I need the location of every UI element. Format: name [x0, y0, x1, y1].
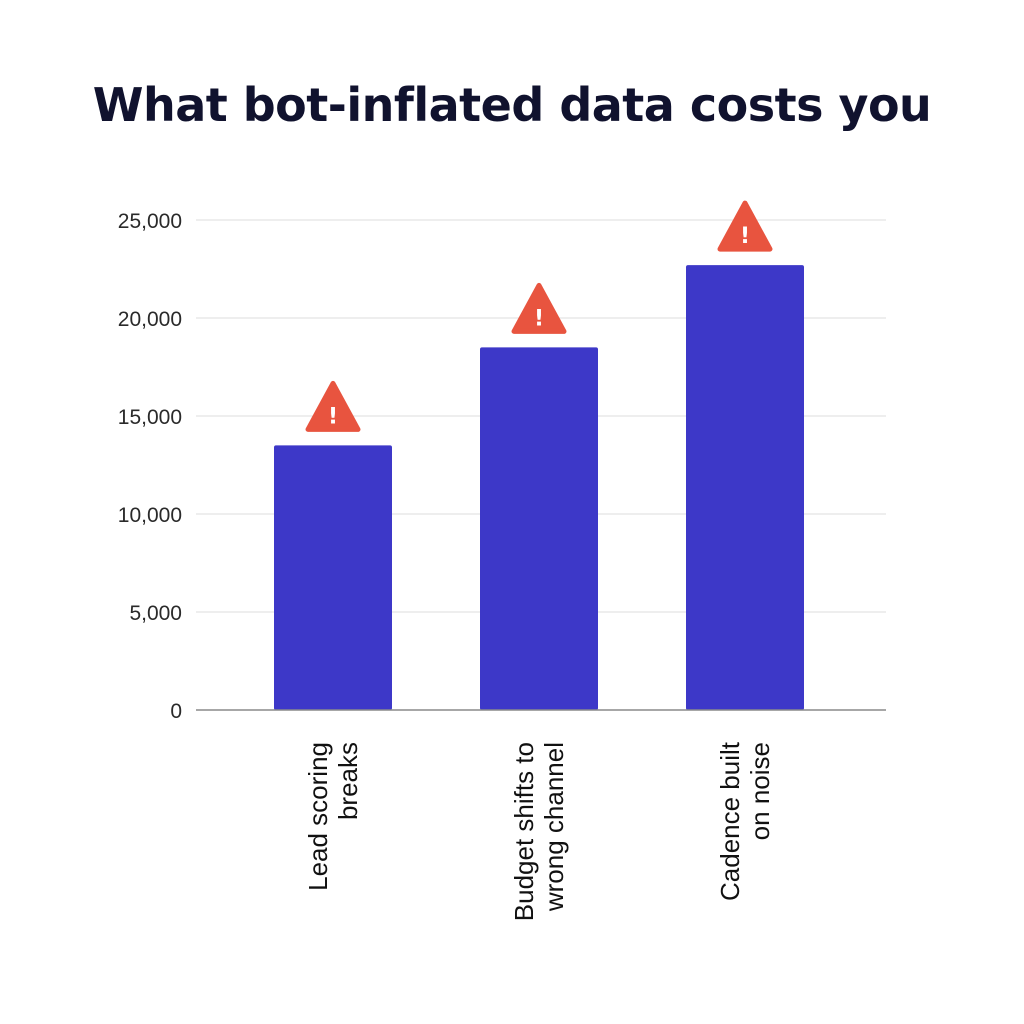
bars: [274, 265, 804, 710]
x-category-label-line: on noise: [745, 742, 775, 840]
y-tick-label: 0: [170, 700, 182, 723]
x-category-label: Lead scoringbreaks: [303, 742, 363, 891]
y-tick-label: 5,000: [129, 602, 182, 625]
x-category-label-line: breaks: [333, 742, 363, 820]
bar: [686, 265, 804, 710]
x-category-label-line: Cadence built: [715, 741, 745, 901]
x-category-label: Budget shifts towrong channel: [509, 742, 569, 921]
warning-exclamation: !: [328, 404, 338, 429]
warning-triangle: [305, 380, 361, 432]
warning-exclamation: !: [534, 306, 544, 331]
y-tick-label: 25,000: [118, 210, 182, 233]
bar: [274, 445, 392, 710]
y-tick-label: 10,000: [118, 504, 182, 527]
chart-title: What bot-inflated data costs you: [92, 78, 932, 132]
warning-icon: !: [511, 282, 567, 334]
y-tick-label: 15,000: [118, 406, 182, 429]
x-category-label-line: Lead scoring: [303, 742, 333, 891]
warning-icon: !: [717, 200, 773, 252]
y-tick-label: 20,000: [118, 308, 182, 331]
warning-icon: !: [305, 380, 361, 432]
x-category-label: Cadence builton noise: [715, 741, 775, 901]
warning-triangle: [717, 200, 773, 252]
warning-exclamation: !: [740, 224, 750, 249]
warning-triangle: [511, 282, 567, 334]
bar: [480, 347, 598, 710]
x-category-label-line: Budget shifts to: [509, 742, 539, 921]
x-category-label-line: wrong channel: [539, 742, 569, 912]
category-labels: Lead scoringbreaks Budget shifts towrong …: [303, 741, 775, 921]
y-axis-tick-labels: 0 5,000 10,000 15,000 20,000 25,000: [118, 210, 182, 723]
warning-annotations: !!!: [305, 200, 773, 432]
